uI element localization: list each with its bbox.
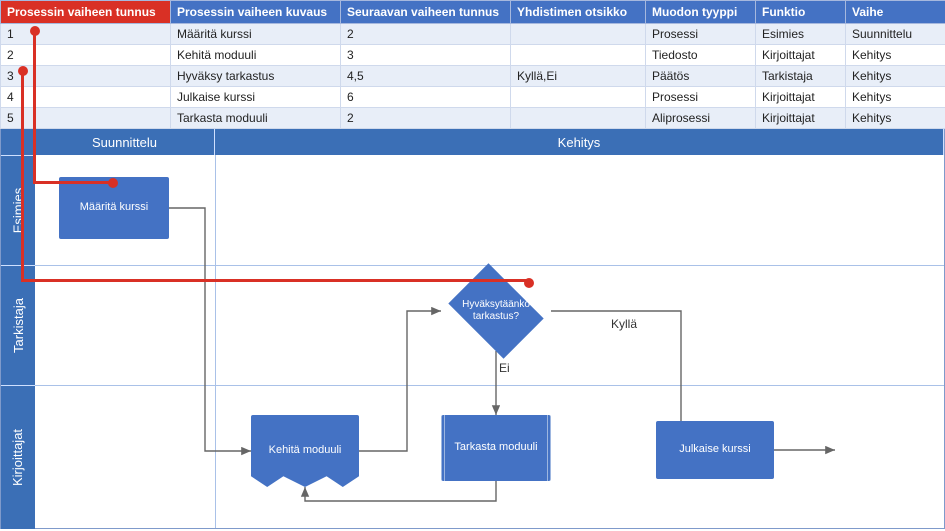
table-row: 4Julkaise kurssi6ProsessiKirjoittajatKeh…	[1, 87, 945, 108]
col-function: Funktio	[756, 1, 846, 24]
col-id: Prosessin vaiheen tunnus	[1, 1, 171, 24]
table-row: 2Kehitä moduuli3TiedostoKirjoittajatKehi…	[1, 45, 945, 66]
phase-header: Suunnittelu Kehitys	[1, 129, 944, 155]
node-tarkasta-moduuli: Tarkasta moduuli	[441, 415, 551, 481]
col-desc: Prosessin vaiheen kuvaus	[171, 1, 341, 24]
table-row: 3Hyväksy tarkastus4,5Kyllä,EiPäätösTarki…	[1, 66, 945, 87]
edge-label-ei: Ei	[499, 361, 510, 375]
table-row: 5Tarkasta moduuli2AliprosessiKirjoittaja…	[1, 108, 945, 129]
col-phase: Vaihe	[846, 1, 945, 24]
node-hyvaksy-tarkastus: Hyväksytäänkö tarkastus?	[441, 271, 551, 351]
swimlane-diagram: Suunnittelu Kehitys Esimies Tarkistaja K…	[0, 129, 945, 529]
node-kehita-moduuli: Kehitä moduuli	[251, 415, 359, 487]
col-connector: Yhdistimen otsikko	[511, 1, 646, 24]
lane-label-tarkistaja: Tarkistaja	[1, 265, 35, 385]
col-next: Seuraavan vaiheen tunnus	[341, 1, 511, 24]
node-maarita-kurssi: Määritä kurssi	[59, 177, 169, 239]
edge-label-kylla: Kyllä	[611, 317, 637, 331]
phase-kehitys: Kehitys	[215, 129, 944, 155]
node-julkaise-kurssi: Julkaise kurssi	[656, 421, 774, 479]
phase-suunnittelu: Suunnittelu	[35, 129, 215, 155]
col-shape: Muodon tyyppi	[646, 1, 756, 24]
process-table: Prosessin vaiheen tunnus Prosessin vaihe…	[0, 0, 945, 129]
lane-label-esimies: Esimies	[1, 155, 35, 265]
table-row: 1Määritä kurssi2ProsessiEsimiesSuunnitte…	[1, 24, 945, 45]
lane-label-kirjoittajat: Kirjoittajat	[1, 385, 35, 529]
